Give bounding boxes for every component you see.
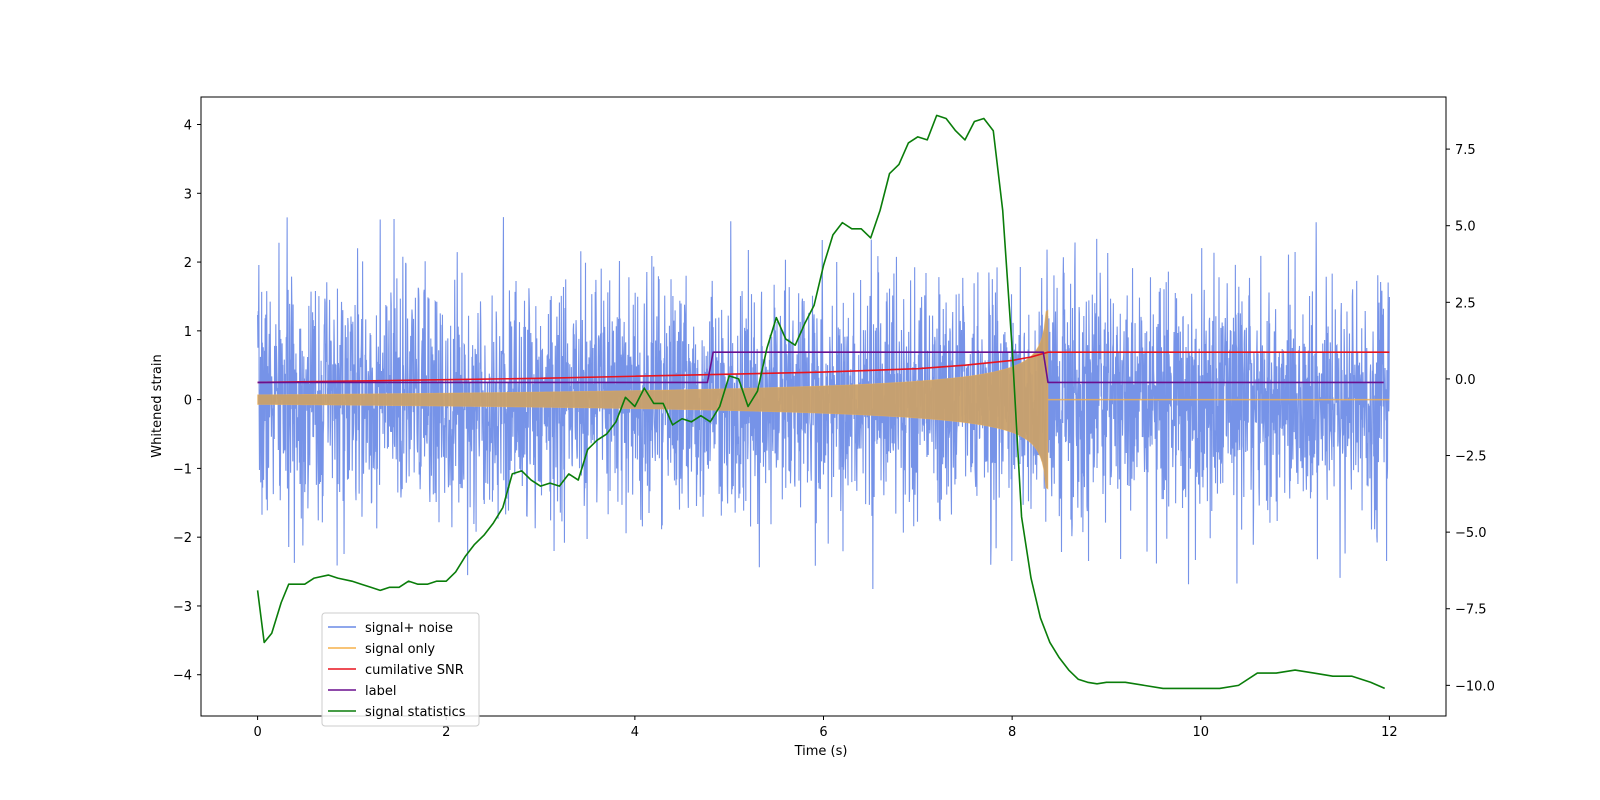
y-axis-right: −10.0 −7.5 −5.0 −2.5 0.0 2.5 5.0 7.5	[1446, 143, 1495, 694]
noise-line	[257, 217, 1390, 590]
signal-envelope	[257, 309, 1049, 490]
x-tick-label: 12	[1381, 725, 1398, 740]
y-right-tick-label: −10.0	[1455, 679, 1495, 694]
y-tick-label: 4	[184, 119, 192, 134]
y-right-tick-label: −2.5	[1455, 450, 1487, 465]
legend-entry: signal statistics	[365, 705, 466, 720]
y-right-tick-label: 7.5	[1455, 143, 1476, 158]
y-right-tick-label: −7.5	[1455, 603, 1487, 618]
label-line	[257, 351, 1384, 384]
y-tick-label: −4	[173, 669, 192, 684]
legend-entry: cumilative SNR	[365, 663, 464, 678]
y-tick-label: 3	[184, 187, 192, 202]
snr-line	[257, 351, 1390, 384]
y-right-tick-label: 2.5	[1455, 296, 1476, 311]
x-tick-label: 0	[253, 725, 261, 740]
plot-area	[256, 114, 1390, 690]
y-right-tick-label: −5.0	[1455, 526, 1487, 541]
statistics-line	[256, 114, 1386, 690]
legend: signal+ noise signal only cumilative SNR la…	[321, 612, 480, 727]
y-axis-left: −4 −3 −2 −1 0 1 2 3 4	[173, 119, 201, 684]
y-tick-label: 2	[184, 256, 192, 271]
legend-entry: label	[365, 684, 396, 699]
y-axis-label: Whitened strain	[150, 354, 165, 457]
x-tick-label: 6	[819, 725, 827, 740]
x-tick-label: 2	[442, 725, 450, 740]
x-tick-label: 4	[631, 725, 639, 740]
legend-entry: signal+ noise	[365, 621, 453, 636]
x-tick-label: 8	[1008, 725, 1016, 740]
y-tick-label: −3	[173, 600, 192, 615]
y-tick-label: 0	[184, 394, 192, 409]
x-tick-label: 10	[1192, 725, 1209, 740]
y-tick-label: −1	[173, 462, 192, 477]
y-tick-label: 1	[184, 325, 192, 340]
series-signal-only	[257, 309, 1390, 490]
series-signal-noise	[257, 217, 1390, 590]
series-lines	[256, 114, 1390, 690]
legend-entry: signal only	[365, 642, 435, 657]
legend-box	[321, 612, 480, 727]
y-right-tick-label: 5.0	[1455, 220, 1476, 235]
y-right-tick-label: 0.0	[1455, 373, 1476, 388]
x-axis-label: Time (s)	[794, 744, 848, 759]
y-tick-label: −2	[173, 531, 192, 546]
